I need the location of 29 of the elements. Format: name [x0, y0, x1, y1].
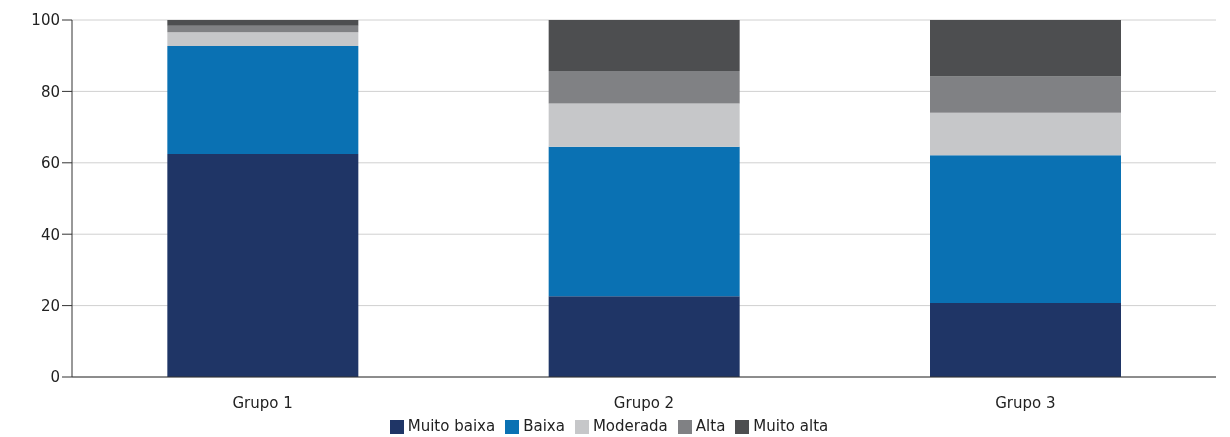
- y-tick-label: 100: [31, 11, 60, 30]
- y-tick-label: 80: [40, 82, 60, 101]
- bar: [930, 112, 1121, 156]
- x-tick-label: Grupo 2: [613, 393, 675, 412]
- y-tick-label: 60: [40, 154, 60, 173]
- bar: [548, 146, 740, 297]
- bar: [167, 153, 359, 377]
- legend-label: Baixa: [523, 417, 565, 435]
- bar: [167, 46, 359, 154]
- legend-label: Muito baixa: [407, 417, 496, 435]
- bar: [930, 303, 1121, 377]
- bar: [930, 76, 1121, 113]
- bar: [548, 103, 740, 147]
- y-tick-label: 40: [40, 225, 60, 244]
- y-tick-label: 0: [50, 368, 60, 387]
- y-tick-label: 20: [40, 296, 60, 315]
- bar: [548, 296, 740, 377]
- legend-label: Moderada: [592, 417, 668, 435]
- bar: [548, 71, 740, 104]
- x-tick-label: Grupo 1: [232, 393, 293, 412]
- bar: [930, 155, 1121, 304]
- bar: [167, 25, 359, 33]
- x-tick-label: Grupo 3: [995, 393, 1056, 412]
- legend-label: Alta: [695, 417, 726, 435]
- bar: [167, 32, 359, 47]
- bar: [167, 20, 359, 26]
- bar: [930, 20, 1121, 77]
- legend-label: Muito alta: [753, 417, 829, 435]
- bar: [548, 20, 740, 72]
